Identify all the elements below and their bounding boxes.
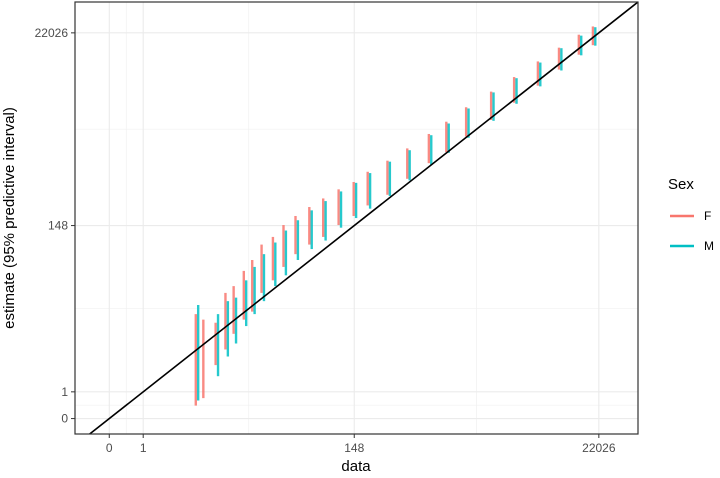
plot-panel [74, 1, 639, 435]
legend-items: FM [670, 209, 714, 253]
x-tick-label: 148 [344, 441, 364, 455]
grid-minor [75, 2, 638, 434]
identity-reference-line [89, 1, 639, 435]
legend-label-F: F [704, 209, 711, 223]
y-tick-label: 148 [48, 219, 68, 233]
x-tick-label: 22026 [582, 441, 616, 455]
y-axis-title: estimate (95% predictive interval) [1, 107, 18, 329]
x-axis-title: data [341, 458, 371, 475]
series-M [196, 27, 597, 401]
interval-marks [194, 26, 597, 406]
legend-title: Sex [668, 176, 694, 193]
y-tick-label: 0 [61, 412, 68, 426]
y-tick-label: 22026 [35, 26, 69, 40]
legend: Sex FM [668, 176, 714, 253]
series-F [194, 26, 595, 406]
legend-label-M: M [704, 239, 714, 253]
x-axis-ticks: 0 1 148 22026 [106, 434, 616, 455]
grid-major [75, 2, 638, 434]
y-tick-label: 1 [61, 385, 68, 399]
x-tick-label: 1 [140, 441, 147, 455]
y-axis-ticks: 0 1 148 22026 [35, 26, 75, 426]
x-tick-label: 0 [106, 441, 113, 455]
panel-border [74, 1, 639, 435]
